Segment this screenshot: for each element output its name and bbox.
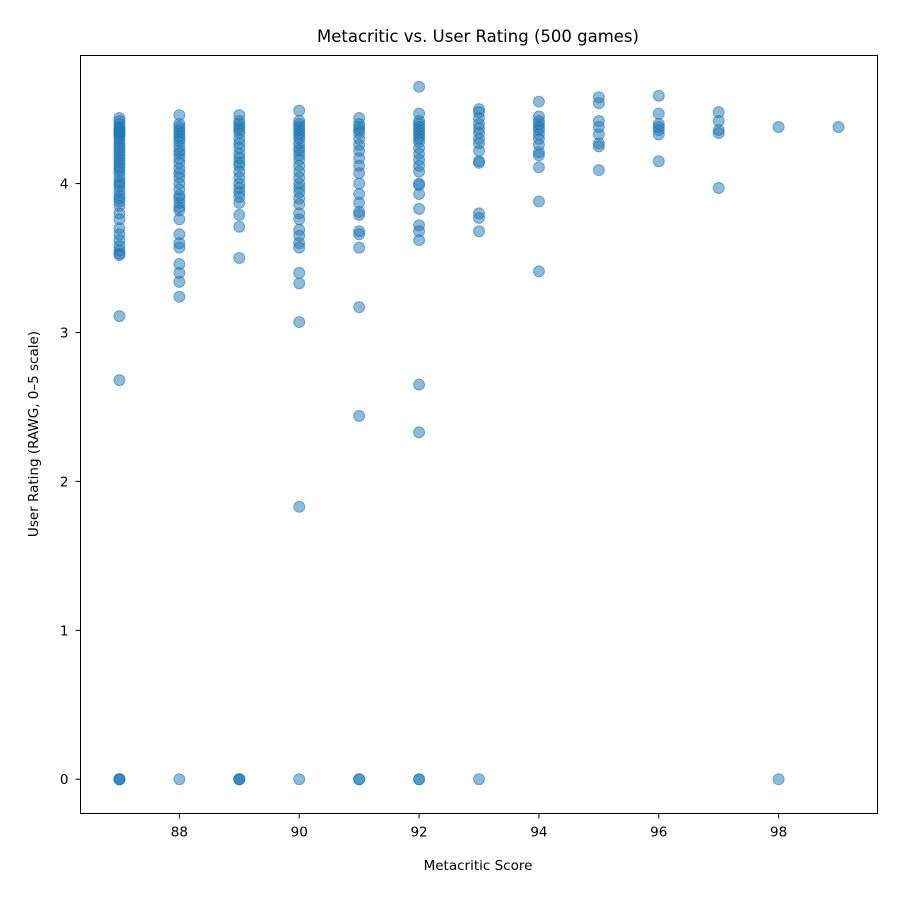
- data-point: [652, 128, 665, 141]
- data-point: [293, 266, 306, 279]
- data-point: [413, 378, 426, 391]
- x-tick-label: 90: [291, 825, 308, 841]
- y-tick-label: 0: [60, 772, 69, 788]
- data-point: [293, 241, 306, 254]
- data-point: [473, 156, 485, 169]
- data-point: [473, 211, 485, 224]
- data-point: [712, 126, 725, 139]
- data-point: [113, 249, 126, 262]
- y-tick-label: 4: [60, 177, 69, 193]
- data-point: [413, 426, 426, 439]
- x-tick-label: 88: [171, 825, 188, 841]
- data-point: [772, 773, 785, 786]
- y-tick-label: 3: [60, 325, 69, 341]
- data-point: [413, 773, 426, 786]
- data-point: [832, 120, 845, 133]
- data-point: [592, 164, 605, 177]
- data-point: [173, 241, 186, 254]
- data-point: [532, 161, 545, 174]
- data-point: [293, 277, 306, 290]
- data-point: [532, 95, 545, 108]
- data-point: [473, 225, 485, 238]
- data-point: [592, 97, 605, 110]
- data-point: [413, 202, 426, 215]
- data-point: [293, 316, 306, 329]
- x-tick-label: 98: [770, 825, 787, 841]
- y-tick-label: 1: [60, 623, 69, 639]
- y-axis-label: User Rating (RAWG, 0–5 scale): [26, 331, 42, 537]
- points-layer: [113, 80, 845, 786]
- data-point: [293, 773, 306, 786]
- data-point: [532, 149, 545, 162]
- data-point: [233, 196, 246, 209]
- data-point: [233, 773, 246, 786]
- data-point: [233, 252, 246, 265]
- data-point: [233, 220, 246, 233]
- x-axis-label: Metacritic Score: [424, 858, 533, 874]
- data-point: [652, 89, 665, 102]
- chart-title: Metacritic vs. User Rating (500 games): [317, 27, 639, 46]
- data-point: [532, 195, 545, 208]
- data-point: [173, 773, 186, 786]
- data-point: [772, 120, 785, 133]
- data-point: [592, 140, 605, 153]
- data-point: [353, 773, 366, 786]
- data-point: [113, 374, 126, 387]
- data-point: [712, 182, 725, 195]
- y-axis-ticks: 0 1 2 3 4: [60, 177, 81, 788]
- data-point: [353, 241, 366, 254]
- data-point: [652, 155, 665, 168]
- data-point: [413, 187, 426, 200]
- data-point: [293, 104, 306, 117]
- data-point: [173, 290, 186, 303]
- data-point: [113, 310, 126, 323]
- data-point: [652, 107, 665, 120]
- data-point: [293, 500, 306, 513]
- data-point: [353, 228, 366, 241]
- data-point: [233, 208, 246, 221]
- data-point: [473, 773, 485, 786]
- data-point: [353, 409, 366, 422]
- x-tick-label: 96: [650, 825, 667, 841]
- data-point: [413, 80, 426, 93]
- y-tick-label: 2: [60, 474, 69, 490]
- data-point: [413, 165, 426, 178]
- plot-area-frame: [80, 55, 878, 814]
- x-axis-ticks: 88 90 92 94 96 98: [171, 813, 787, 841]
- data-point: [173, 275, 186, 288]
- data-point: [532, 265, 545, 278]
- data-point: [173, 213, 186, 226]
- data-point: [413, 234, 426, 247]
- data-point: [353, 301, 366, 314]
- data-point: [353, 177, 366, 190]
- x-tick-label: 92: [410, 825, 427, 841]
- data-point: [113, 773, 126, 786]
- data-point: [353, 167, 366, 180]
- data-point: [353, 208, 366, 221]
- data-point: [293, 213, 306, 226]
- x-tick-label: 94: [530, 825, 547, 841]
- data-point: [473, 144, 485, 157]
